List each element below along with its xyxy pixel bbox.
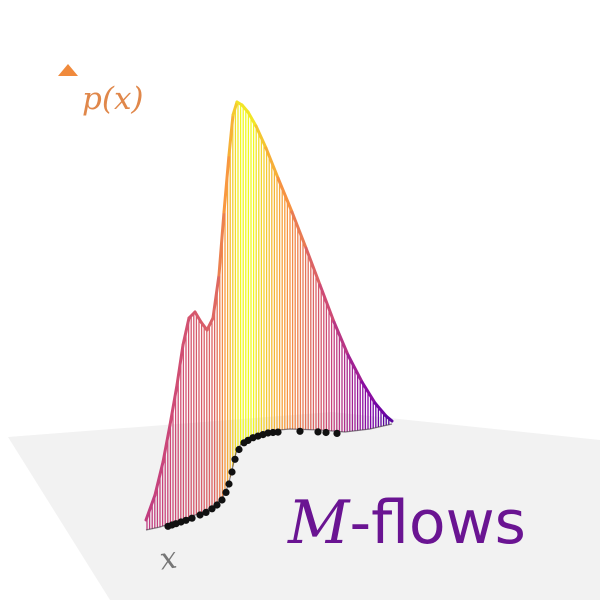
sample-point [222, 488, 230, 496]
profile-segment [181, 316, 191, 347]
profile-segment [332, 320, 350, 357]
profile-segment [264, 146, 280, 180]
sample-point [218, 496, 226, 504]
profile-segment [144, 493, 157, 522]
profile-segment [231, 100, 239, 117]
sample-point [225, 480, 233, 488]
profile-segment [217, 210, 226, 277]
sample-point [228, 468, 236, 476]
profile-segment [161, 423, 172, 464]
title-text: -flows [349, 488, 526, 558]
axis-arrow-icon [58, 64, 78, 76]
sample-point [333, 429, 341, 437]
profile-segment [304, 246, 322, 287]
profile-segment [276, 176, 294, 214]
sample-point [231, 455, 239, 463]
profile-segment [211, 273, 221, 320]
profile-segment [360, 380, 377, 405]
profile-segment [222, 153, 231, 214]
title: M-flows [288, 488, 526, 558]
profile-segment [346, 353, 364, 384]
profile-segment [193, 310, 203, 324]
profile-segment [318, 283, 336, 324]
profile-segment [240, 103, 250, 114]
profile-segment [175, 343, 185, 387]
sample-point [235, 445, 243, 454]
x-axis-label: x [157, 540, 179, 577]
sample-point [196, 511, 204, 519]
density-axis-label: p(x) [82, 81, 144, 117]
sample-point [188, 514, 196, 522]
sample-point [208, 505, 216, 513]
sample-point [182, 516, 190, 524]
profile-segment [246, 110, 258, 128]
profile-segment [254, 124, 268, 150]
sample-point [296, 427, 304, 435]
density-profile-line [144, 100, 394, 522]
sample-point [322, 428, 330, 437]
profile-segment [168, 383, 179, 427]
profile-segment [384, 414, 394, 423]
sample-point [202, 508, 210, 516]
title-symbol: M [288, 488, 350, 558]
sample-points [164, 427, 341, 530]
profile-segment [373, 401, 388, 418]
profile-segment [205, 316, 215, 332]
profile-segment [290, 210, 308, 250]
density-curtain [146, 102, 390, 530]
profile-segment [227, 113, 235, 157]
sample-point [213, 501, 221, 509]
profile-segment [153, 460, 165, 497]
sample-point [314, 428, 322, 436]
ground-plane [8, 412, 600, 600]
sample-point [274, 428, 282, 436]
